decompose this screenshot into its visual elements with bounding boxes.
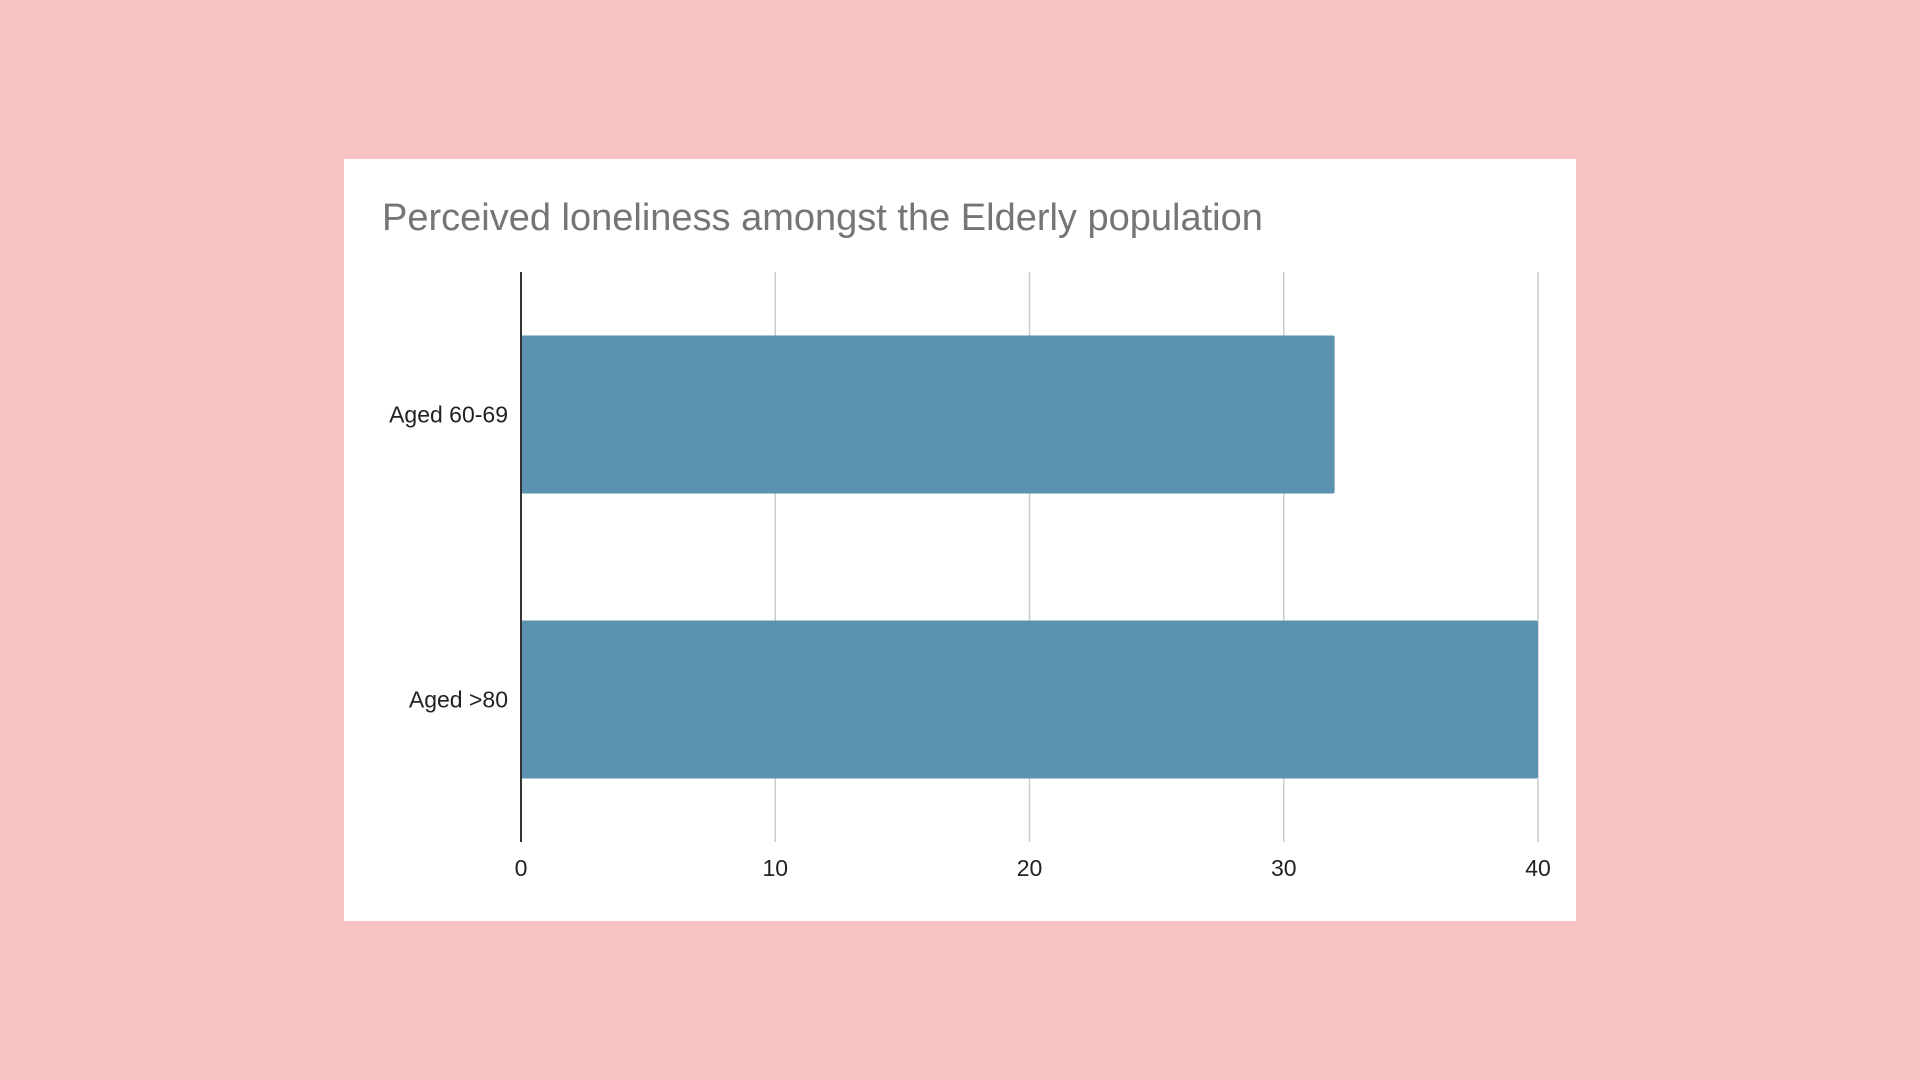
category-label-1: Aged >80 (409, 687, 508, 713)
chart-card: Perceived loneliness amongst the Elderly… (344, 159, 1576, 921)
x-tick-label-0: 0 (515, 855, 528, 881)
category-labels: Aged 60-69 Aged >80 (389, 402, 508, 713)
x-tick-label-30: 30 (1271, 855, 1297, 881)
bar-0 (521, 335, 1335, 494)
bar-chart: Aged 60-69 Aged >80 0 10 20 30 40 (389, 272, 1551, 881)
x-tick-label-10: 10 (762, 855, 788, 881)
x-tick-label-40: 40 (1525, 855, 1551, 881)
x-tick-labels: 0 10 20 30 40 (515, 855, 1551, 881)
bar-1 (521, 620, 1538, 779)
x-tick-label-20: 20 (1017, 855, 1043, 881)
chart-title: Perceived loneliness amongst the Elderly… (382, 197, 1263, 239)
bars (521, 335, 1538, 779)
category-label-0: Aged 60-69 (389, 402, 508, 428)
